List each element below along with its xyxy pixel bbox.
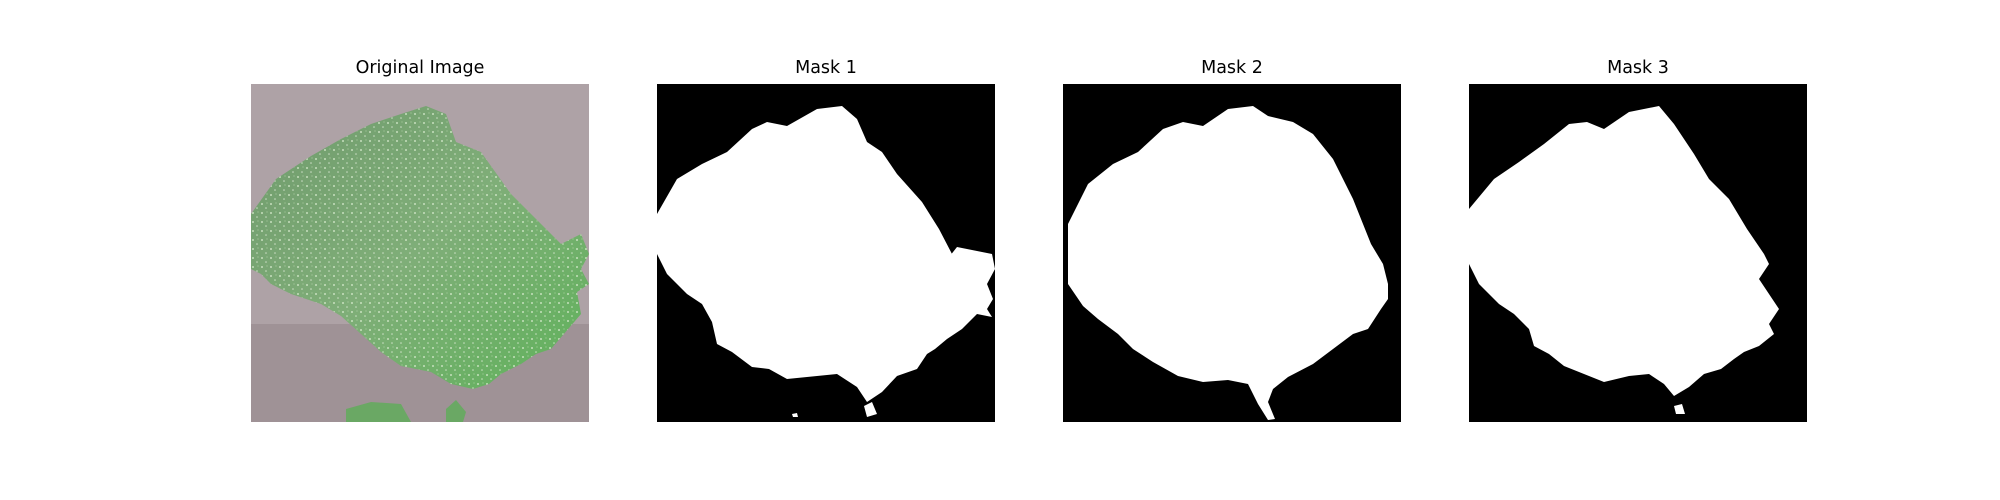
panel-title: Original Image bbox=[251, 58, 589, 78]
panel-title: Mask 2 bbox=[1063, 58, 1401, 78]
mask-image bbox=[1469, 84, 1807, 422]
mask-image bbox=[1063, 84, 1401, 422]
panel-mask-2: Mask 2 bbox=[1063, 0, 1401, 500]
panel-mask-1: Mask 1 bbox=[657, 0, 995, 500]
panel-title: Mask 1 bbox=[657, 58, 995, 78]
mask-image bbox=[657, 84, 995, 422]
panel-original: Original Image bbox=[251, 0, 589, 500]
panel-title: Mask 3 bbox=[1469, 58, 1807, 78]
panel-mask-3: Mask 3 bbox=[1469, 0, 1807, 500]
original-image bbox=[251, 84, 589, 422]
